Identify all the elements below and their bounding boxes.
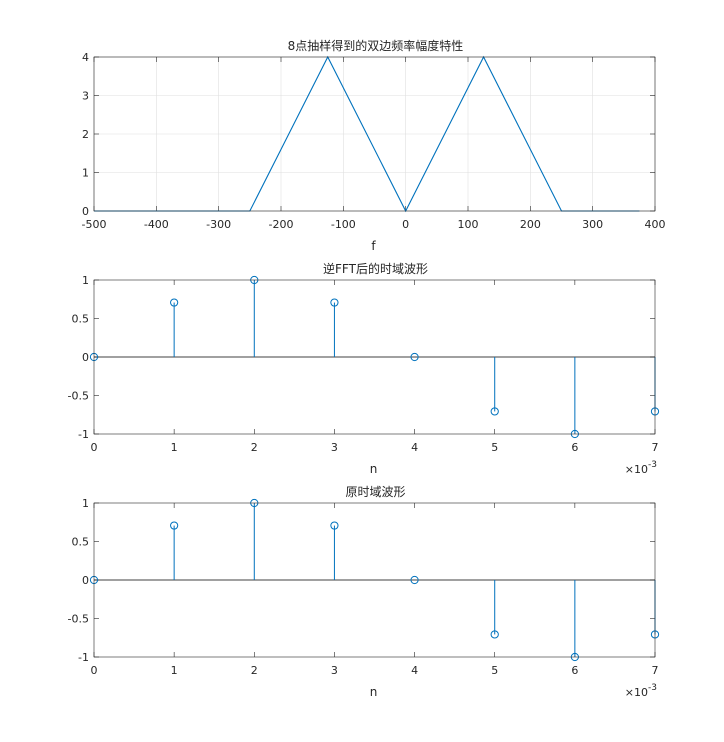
y-tick-label: 1 <box>82 497 89 510</box>
y-tick-label: -0.5 <box>68 613 89 626</box>
y-tick-label: 0 <box>82 351 89 364</box>
stem-marker <box>410 575 419 585</box>
axes-box <box>93 502 656 658</box>
x-tick-label: 400 <box>645 218 666 231</box>
x-tick-label: 6 <box>571 664 578 677</box>
x-tick-label: 0 <box>91 441 98 454</box>
x-tick-label: 1 <box>171 664 178 677</box>
x-axis-exponent-base: ×10 <box>625 686 648 699</box>
y-tick-label: 2 <box>82 128 89 141</box>
x-tick-label: 3 <box>331 664 338 677</box>
y-tick-label: 0.5 <box>72 536 90 549</box>
y-tick-label: 0 <box>82 205 89 218</box>
x-axis-exponent-base: ×10 <box>625 463 648 476</box>
stem-marker <box>330 521 339 530</box>
y-tick-label: 1 <box>82 274 89 287</box>
stem-marker <box>330 298 339 307</box>
x-axis-label: f <box>371 239 376 253</box>
x-tick-label: 6 <box>571 441 578 454</box>
x-tick-label: 4 <box>411 664 418 677</box>
stem-marker <box>170 298 179 307</box>
chart-title: 原时域波形 <box>345 485 405 499</box>
x-axis-exponent-power: -3 <box>648 683 657 693</box>
y-tick-label: 3 <box>82 90 89 103</box>
x-tick-label: 3 <box>331 441 338 454</box>
x-tick-label: 5 <box>491 441 498 454</box>
y-tick-label: -1 <box>78 428 89 441</box>
x-tick-label: -500 <box>82 218 107 231</box>
x-tick-label: 200 <box>520 218 541 231</box>
chart-title: 8点抽样得到的双边频率幅度特性 <box>288 38 464 53</box>
x-tick-label: -200 <box>269 218 294 231</box>
x-axis-label: n <box>370 462 378 476</box>
x-tick-label: -100 <box>331 218 356 231</box>
x-tick-label: 4 <box>411 441 418 454</box>
frequency-plot: -500 -400 -300 -200 -100 0 100 200 300 400 0 1 2 3 4 8点… <box>82 38 666 253</box>
x-axis-label: n <box>370 685 378 699</box>
stem-marker <box>490 630 499 639</box>
ifft-stem-plot: 0 1 2 3 4 5 6 7 -1 -0.5 0 0.5 1 逆FFT后的时域波形 n ×10-3 <box>68 261 660 476</box>
stem-marker <box>410 352 419 362</box>
stem-marker <box>490 407 499 416</box>
x-tick-label: 0 <box>91 664 98 677</box>
axes-box <box>93 56 656 212</box>
x-tick-label: 2 <box>251 664 258 677</box>
x-tick-label: 7 <box>652 664 659 677</box>
x-tick-label: 2 <box>251 441 258 454</box>
x-axis-exponent: ×10-3 <box>625 460 657 476</box>
y-tick-label: 4 <box>82 51 89 64</box>
x-tick-label: 0 <box>402 218 409 231</box>
x-tick-label: 1 <box>171 441 178 454</box>
x-tick-label: -400 <box>144 218 169 231</box>
x-tick-label: 300 <box>582 218 603 231</box>
x-tick-label: -300 <box>206 218 231 231</box>
x-tick-label: 100 <box>458 218 479 231</box>
y-tick-label: -0.5 <box>68 390 89 403</box>
stem-marker <box>170 521 179 530</box>
y-tick-label: 0 <box>82 574 89 587</box>
x-axis-exponent-power: -3 <box>648 460 657 470</box>
chart-title: 逆FFT后的时域波形 <box>323 261 428 276</box>
y-tick-label: -1 <box>78 651 89 664</box>
y-tick-label: 0.5 <box>72 313 90 326</box>
y-tick-label: 1 <box>82 167 89 180</box>
x-axis-exponent: ×10-3 <box>625 683 657 699</box>
x-tick-label: 5 <box>491 664 498 677</box>
x-tick-label: 7 <box>652 441 659 454</box>
original-stem-plot: 0 1 2 3 4 5 6 7 -1 -0.5 0 0.5 1 原时域波形 n ×10-3 <box>68 485 660 699</box>
axes-box <box>93 279 656 435</box>
